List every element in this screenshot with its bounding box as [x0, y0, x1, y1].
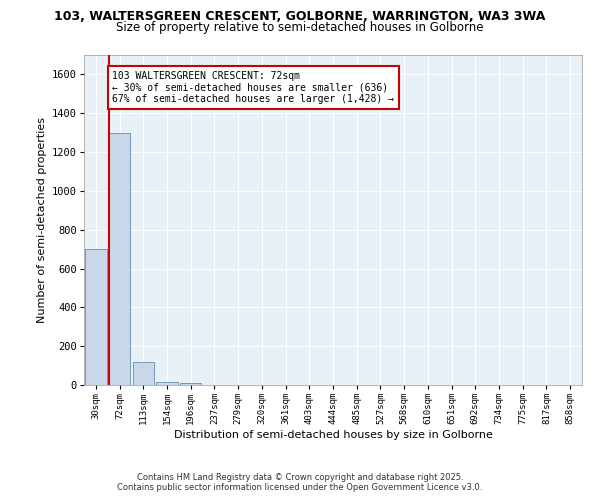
- Bar: [157, 382, 178, 385]
- Bar: [85, 249, 107, 385]
- X-axis label: Distribution of semi-detached houses by size in Golborne: Distribution of semi-detached houses by …: [173, 430, 493, 440]
- Text: 103 WALTERSGREEN CRESCENT: 72sqm
← 30% of semi-detached houses are smaller (636): 103 WALTERSGREEN CRESCENT: 72sqm ← 30% o…: [112, 70, 394, 104]
- Text: 103, WALTERSGREEN CRESCENT, GOLBORNE, WARRINGTON, WA3 3WA: 103, WALTERSGREEN CRESCENT, GOLBORNE, WA…: [55, 10, 545, 23]
- Bar: [109, 132, 130, 385]
- Bar: [133, 362, 154, 385]
- Text: Size of property relative to semi-detached houses in Golborne: Size of property relative to semi-detach…: [116, 21, 484, 34]
- Text: Contains public sector information licensed under the Open Government Licence v3: Contains public sector information licen…: [118, 482, 482, 492]
- Bar: [180, 383, 202, 385]
- Y-axis label: Number of semi-detached properties: Number of semi-detached properties: [37, 117, 47, 323]
- Text: Contains HM Land Registry data © Crown copyright and database right 2025.: Contains HM Land Registry data © Crown c…: [137, 472, 463, 482]
